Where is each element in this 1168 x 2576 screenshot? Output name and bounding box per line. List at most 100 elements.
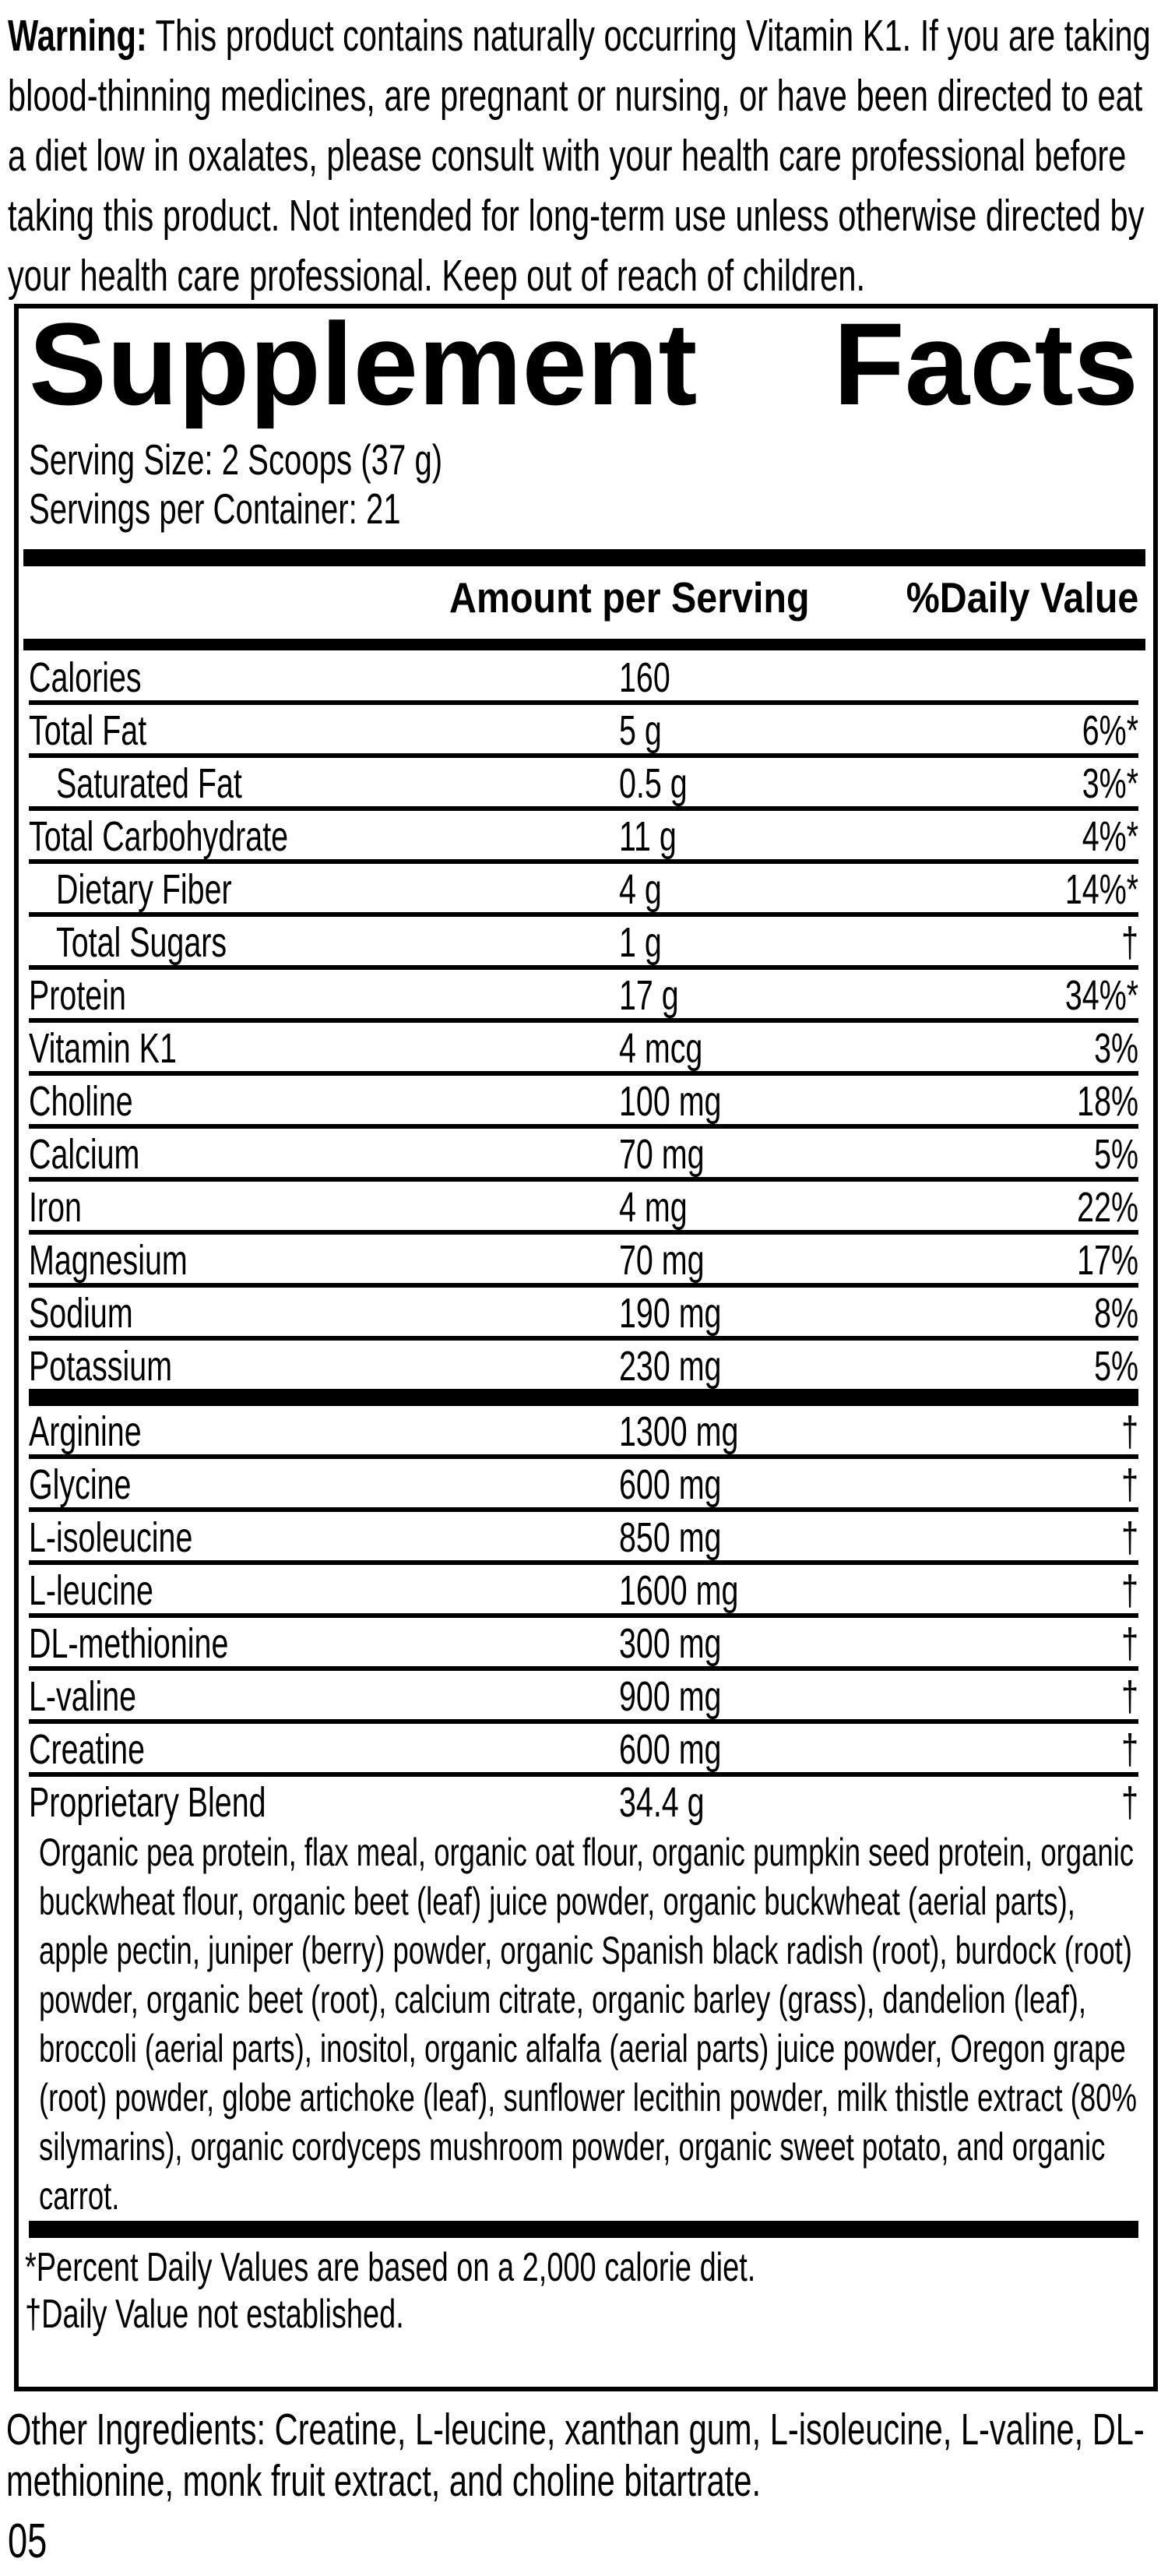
row-daily-value: 34%* <box>1064 972 1138 1019</box>
proprietary-blend-description: Organic pea protein, flax meal, organic … <box>39 1831 1137 2218</box>
row-daily-value: 8% <box>1094 1290 1138 1337</box>
column-header-daily-value: %Daily Value <box>906 573 1138 622</box>
row-label: Arginine <box>29 1408 142 1455</box>
row-amount: 4 mcg <box>619 1025 703 1072</box>
row-amount: 5 g <box>619 707 662 754</box>
row-amount: 70 mg <box>619 1237 705 1284</box>
row-daily-value: † <box>1121 1673 1138 1720</box>
title-word-supplement: Supplement <box>29 298 698 429</box>
row-amount: 4 mg <box>619 1184 688 1231</box>
nutrition-table: Calories 160 Total Fat 5 g 6%* Saturated… <box>25 652 1138 2338</box>
row-label: L-leucine <box>29 1567 153 1614</box>
row-daily-value: 22% <box>1077 1184 1138 1231</box>
row-amount: 900 mg <box>619 1673 722 1720</box>
nutrient-row: Creatine 600 mg † <box>29 1724 1138 1777</box>
row-amount: 600 mg <box>619 1461 722 1508</box>
nutrient-row: L-isoleucine 850 mg † <box>29 1512 1138 1565</box>
row-daily-value: † <box>1121 1408 1138 1455</box>
row-amount: 1 g <box>619 919 662 966</box>
row-daily-value: † <box>1121 1620 1138 1667</box>
other-ingredients-note: Other Ingredients: Creatine, L-leucine, … <box>6 2404 1165 2507</box>
row-daily-value: † <box>1121 1567 1138 1614</box>
row-label: L-isoleucine <box>29 1514 193 1561</box>
row-daily-value: † <box>1121 919 1138 966</box>
page-number: 05 <box>8 2514 47 2568</box>
warning-text: This product contains naturally occurrin… <box>8 11 1151 301</box>
row-label: Dietary Fiber <box>56 866 232 913</box>
row-amount: 4 g <box>619 866 662 913</box>
other-ingredients-label: Other Ingredients: <box>6 2405 266 2454</box>
row-label: Total Sugars <box>56 919 227 966</box>
row-daily-value: 3%* <box>1082 760 1138 807</box>
row-amount: 190 mg <box>619 1290 722 1337</box>
row-label: Calcium <box>29 1131 140 1178</box>
row-label: Saturated Fat <box>56 760 242 807</box>
row-amount: 100 mg <box>619 1078 722 1125</box>
row-daily-value: 3% <box>1094 1025 1138 1072</box>
nutrient-row: Glycine 600 mg † <box>29 1459 1138 1512</box>
supplement-facts-panel: Supplement Facts Serving Size: 2 Scoops … <box>14 304 1158 2391</box>
row-label: Proprietary Blend <box>29 1779 266 1826</box>
footnote-daily-value-not-established: †Daily Value not established. <box>25 2292 404 2337</box>
footnotes: *Percent Daily Values are based on a 2,0… <box>25 2244 1138 2338</box>
row-label: Total Fat <box>29 707 147 754</box>
row-daily-value: † <box>1121 1726 1138 1773</box>
row-label: Vitamin K1 <box>29 1025 177 1072</box>
row-amount: 17 g <box>619 972 679 1019</box>
row-label: Sodium <box>29 1290 133 1337</box>
nutrient-row: Calories 160 <box>29 652 1138 705</box>
nutrient-row: Iron 4 mg 22% <box>29 1182 1138 1235</box>
nutrient-row: Sodium 190 mg 8% <box>29 1288 1138 1341</box>
row-amount: 34.4 g <box>619 1779 705 1826</box>
row-amount: 11 g <box>619 813 677 860</box>
nutrient-row: Magnesium 70 mg 17% <box>29 1235 1138 1288</box>
row-amount: 1300 mg <box>619 1408 739 1455</box>
warning-notice: Warning: This product contains naturally… <box>8 6 1163 306</box>
nutrient-row: Protein 17 g 34%* <box>29 970 1138 1023</box>
title-word-facts: Facts <box>833 298 1138 429</box>
footnote-divider-bar <box>29 2221 1138 2238</box>
column-header-amount: Amount per Serving <box>449 573 810 622</box>
nutrient-row: Dietary Fiber 4 g 14%* <box>29 864 1138 917</box>
row-amount: 160 <box>619 654 670 701</box>
row-label: Creatine <box>29 1726 145 1773</box>
row-label: Potassium <box>29 1343 173 1390</box>
row-label: DL-methionine <box>29 1620 229 1667</box>
nutrient-row: Total Fat 5 g 6%* <box>29 705 1138 758</box>
row-amount: 300 mg <box>619 1620 722 1667</box>
row-daily-value: 5% <box>1094 1343 1138 1390</box>
nutrient-row: L-leucine 1600 mg † <box>29 1565 1138 1618</box>
row-label: Protein <box>29 972 126 1019</box>
warning-label: Warning: <box>8 11 147 61</box>
serving-info: Serving Size: 2 Scoops (37 g) Servings p… <box>29 435 596 534</box>
footnote-percent-daily-value: *Percent Daily Values are based on a 2,0… <box>25 2245 756 2290</box>
row-amount: 230 mg <box>619 1343 722 1390</box>
row-label: Iron <box>29 1184 82 1231</box>
nutrient-row: Potassium 230 mg 5% <box>29 1341 1138 1389</box>
other-ingredients-text: Creatine, L-leucine, xanthan gum, L-isol… <box>6 2405 1145 2506</box>
nutrient-row: Vitamin K1 4 mcg 3% <box>29 1023 1138 1076</box>
nutrient-row: Saturated Fat 0.5 g 3%* <box>29 758 1138 811</box>
nutrient-row: Arginine 1300 mg † <box>29 1406 1138 1459</box>
proprietary-blend-row: Proprietary Blend 34.4 g † <box>29 1777 1138 1825</box>
row-daily-value: 4%* <box>1082 813 1138 860</box>
nutrient-section: Calories 160 Total Fat 5 g 6%* Saturated… <box>29 652 1138 1389</box>
row-daily-value: 14%* <box>1064 866 1138 913</box>
row-label: Calories <box>29 654 142 701</box>
row-daily-value: 17% <box>1077 1237 1138 1284</box>
row-label: Magnesium <box>29 1237 188 1284</box>
row-label: Choline <box>29 1078 133 1125</box>
amino-section-divider-bar <box>29 1389 1138 1406</box>
section-divider-bar <box>23 549 1145 566</box>
nutrient-row: L-valine 900 mg † <box>29 1671 1138 1724</box>
row-daily-value: 5% <box>1094 1131 1138 1178</box>
row-amount: 70 mg <box>619 1131 705 1178</box>
serving-size-line: Serving Size: 2 Scoops (37 g) <box>29 435 443 484</box>
row-daily-value: 6%* <box>1082 707 1138 754</box>
row-label: L-valine <box>29 1673 137 1720</box>
amino-acid-section: Arginine 1300 mg † Glycine 600 mg † L-is… <box>29 1406 1138 1777</box>
nutrient-row: Choline 100 mg 18% <box>29 1076 1138 1129</box>
row-amount: 1600 mg <box>619 1567 739 1614</box>
row-amount: 0.5 g <box>619 760 688 807</box>
row-daily-value: † <box>1121 1514 1138 1561</box>
